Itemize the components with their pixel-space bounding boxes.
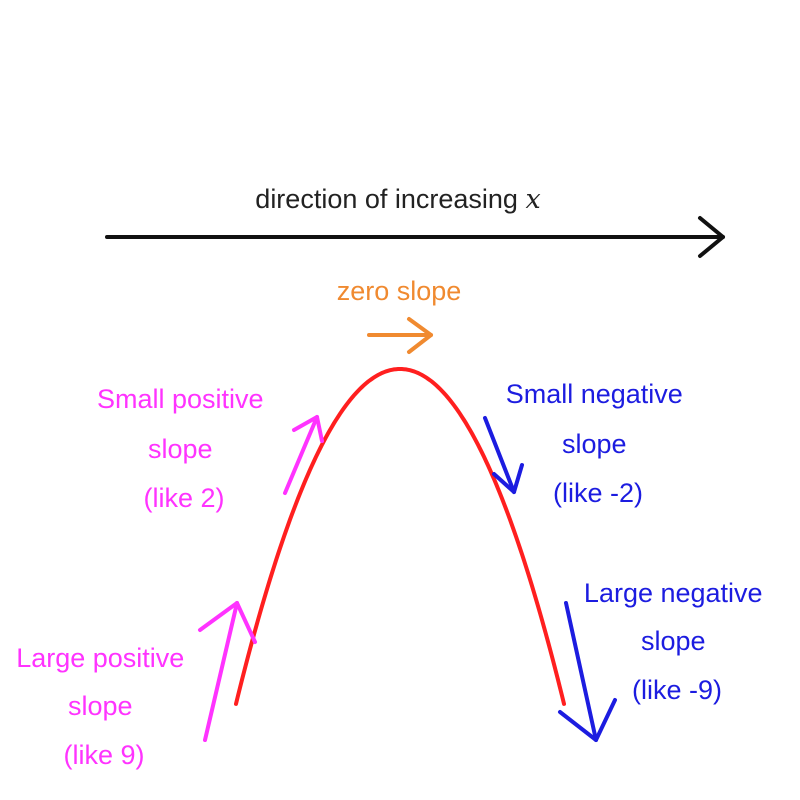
- small-positive-line-1: Small positive: [97, 384, 264, 414]
- direction-title: direction of increasing x: [255, 184, 540, 215]
- large-negative-line-2: slope: [641, 626, 706, 656]
- large-positive-arrow-icon: [198, 601, 257, 742]
- x-direction-arrow-icon: [105, 216, 725, 258]
- small-positive-label: Small positive slope (like 2): [97, 384, 271, 513]
- x-variable: x: [525, 184, 540, 215]
- small-positive-line-2: slope: [148, 434, 213, 464]
- small-negative-line-3: (like -2): [553, 478, 643, 508]
- zero-slope-arrow-icon: [367, 317, 433, 354]
- parabola-curve: [234, 367, 566, 706]
- small-negative-line-1: Small negative: [506, 379, 683, 409]
- small-negative-line-2: slope: [562, 429, 627, 459]
- large-negative-line-1: Large negative: [584, 578, 763, 608]
- small-negative-label: Small negative slope (like -2): [506, 379, 691, 508]
- small-positive-arrow-icon: [283, 415, 324, 495]
- small-negative-arrow-icon: [483, 416, 524, 494]
- small-positive-line-3: (like 2): [143, 483, 224, 513]
- zero-slope-label: zero slope: [337, 276, 462, 306]
- large-positive-line-2: slope: [68, 691, 133, 721]
- large-negative-line-3: (like -9): [632, 675, 722, 705]
- large-positive-line-1: Large positive: [16, 643, 184, 673]
- large-negative-label: Large negative slope (like -9): [584, 578, 770, 705]
- large-negative-arrow-icon: [558, 601, 617, 742]
- large-positive-label: Large positive slope (like 9): [16, 643, 192, 770]
- large-positive-line-3: (like 9): [63, 740, 144, 770]
